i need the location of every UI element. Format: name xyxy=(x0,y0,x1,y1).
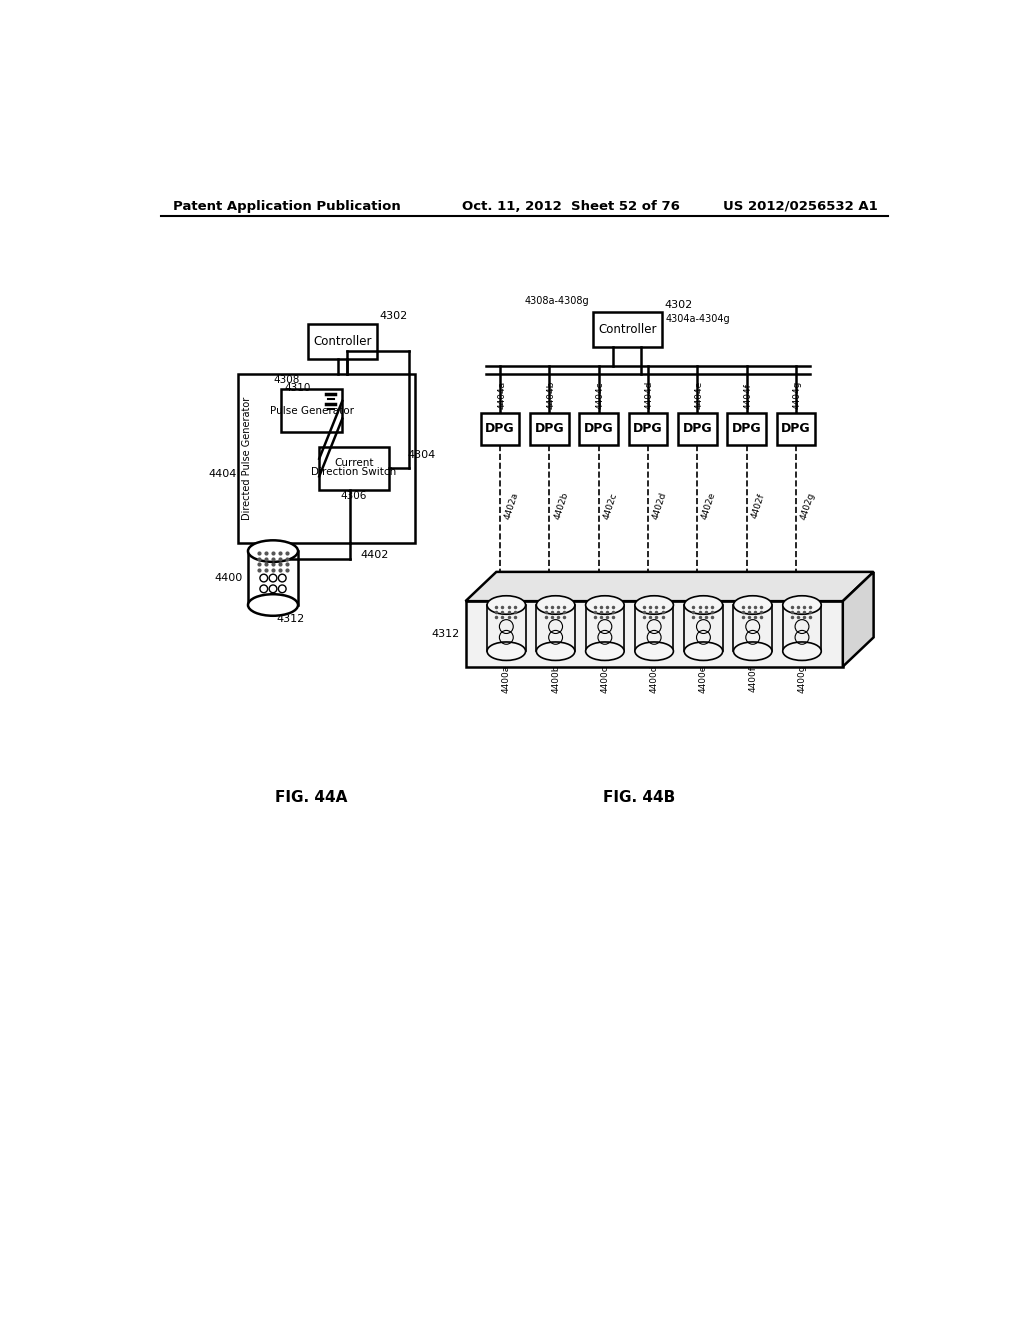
Text: 4400: 4400 xyxy=(214,573,243,583)
Text: 4308a-4308g: 4308a-4308g xyxy=(524,296,589,306)
Text: DPG: DPG xyxy=(781,422,811,436)
Bar xyxy=(593,313,662,347)
Text: FIG. 44B: FIG. 44B xyxy=(603,789,675,805)
Ellipse shape xyxy=(586,595,625,614)
Text: Directed Pulse Generator: Directed Pulse Generator xyxy=(242,397,252,520)
Text: 4402c: 4402c xyxy=(602,491,618,520)
Text: DPG: DPG xyxy=(485,422,515,436)
Text: 4402f: 4402f xyxy=(750,492,766,520)
Text: 4400f: 4400f xyxy=(749,665,757,692)
Bar xyxy=(580,413,617,445)
Text: 4404: 4404 xyxy=(209,469,238,479)
Polygon shape xyxy=(466,572,873,601)
Text: 4304a-4304g: 4304a-4304g xyxy=(666,314,730,323)
Text: DPG: DPG xyxy=(633,422,663,436)
Bar xyxy=(530,413,568,445)
Text: 4402: 4402 xyxy=(360,550,388,560)
Bar xyxy=(481,413,519,445)
Text: 4400a: 4400a xyxy=(502,665,511,693)
Bar xyxy=(629,413,668,445)
Text: 4404a: 4404a xyxy=(498,380,506,409)
Bar xyxy=(466,601,843,667)
Text: 4310: 4310 xyxy=(285,383,311,393)
Ellipse shape xyxy=(537,642,574,660)
Ellipse shape xyxy=(635,595,674,614)
Text: US 2012/0256532 A1: US 2012/0256532 A1 xyxy=(723,199,878,213)
Ellipse shape xyxy=(248,594,298,615)
Text: 4402a: 4402a xyxy=(503,491,520,520)
Bar xyxy=(319,447,388,490)
Bar xyxy=(776,413,815,445)
Text: 4400c: 4400c xyxy=(600,665,609,693)
Text: DPG: DPG xyxy=(732,422,762,436)
Text: Controller: Controller xyxy=(313,335,372,347)
Text: 4312: 4312 xyxy=(431,628,460,639)
Text: Patent Application Publication: Patent Application Publication xyxy=(173,199,400,213)
Ellipse shape xyxy=(733,642,772,660)
Text: DPG: DPG xyxy=(584,422,613,436)
Text: 4400b: 4400b xyxy=(551,665,560,693)
Text: FIG. 44A: FIG. 44A xyxy=(275,789,348,805)
Text: 4402g: 4402g xyxy=(799,491,816,520)
Text: 4304: 4304 xyxy=(408,450,436,459)
Text: 4404d: 4404d xyxy=(645,380,654,409)
Text: Controller: Controller xyxy=(598,323,656,337)
Ellipse shape xyxy=(684,642,723,660)
Bar xyxy=(727,413,766,445)
Text: DPG: DPG xyxy=(535,422,564,436)
Text: Direction Switch: Direction Switch xyxy=(311,467,396,477)
Text: Oct. 11, 2012  Sheet 52 of 76: Oct. 11, 2012 Sheet 52 of 76 xyxy=(462,199,680,213)
Text: 4402d: 4402d xyxy=(651,491,669,520)
Ellipse shape xyxy=(782,642,821,660)
Text: Pulse Generator: Pulse Generator xyxy=(269,405,353,416)
Text: DPG: DPG xyxy=(682,422,712,436)
Text: 4404g: 4404g xyxy=(793,380,802,409)
Bar xyxy=(307,323,377,359)
Text: 4404b: 4404b xyxy=(547,380,555,409)
Ellipse shape xyxy=(487,595,525,614)
Text: 4402e: 4402e xyxy=(700,491,718,520)
Text: 4400d: 4400d xyxy=(649,665,658,693)
Ellipse shape xyxy=(586,642,625,660)
Text: 4404c: 4404c xyxy=(596,381,605,409)
Text: Current: Current xyxy=(334,458,374,467)
Ellipse shape xyxy=(248,540,298,562)
Text: 4404e: 4404e xyxy=(694,380,703,409)
Polygon shape xyxy=(843,572,873,667)
Ellipse shape xyxy=(487,642,525,660)
Bar xyxy=(281,389,342,432)
Ellipse shape xyxy=(733,595,772,614)
Bar xyxy=(678,413,717,445)
Text: 4302: 4302 xyxy=(379,312,408,321)
Text: 4402b: 4402b xyxy=(553,491,569,520)
Text: 4400e: 4400e xyxy=(699,665,708,693)
Ellipse shape xyxy=(635,642,674,660)
Bar xyxy=(239,374,416,544)
Ellipse shape xyxy=(537,595,574,614)
Text: 4308: 4308 xyxy=(273,375,299,385)
Ellipse shape xyxy=(684,595,723,614)
Text: 4306: 4306 xyxy=(341,491,367,500)
Ellipse shape xyxy=(782,595,821,614)
Text: 4312: 4312 xyxy=(276,614,305,624)
Text: 4404f: 4404f xyxy=(743,383,753,409)
Text: 4400g: 4400g xyxy=(798,665,807,693)
Text: 4302: 4302 xyxy=(665,300,692,310)
